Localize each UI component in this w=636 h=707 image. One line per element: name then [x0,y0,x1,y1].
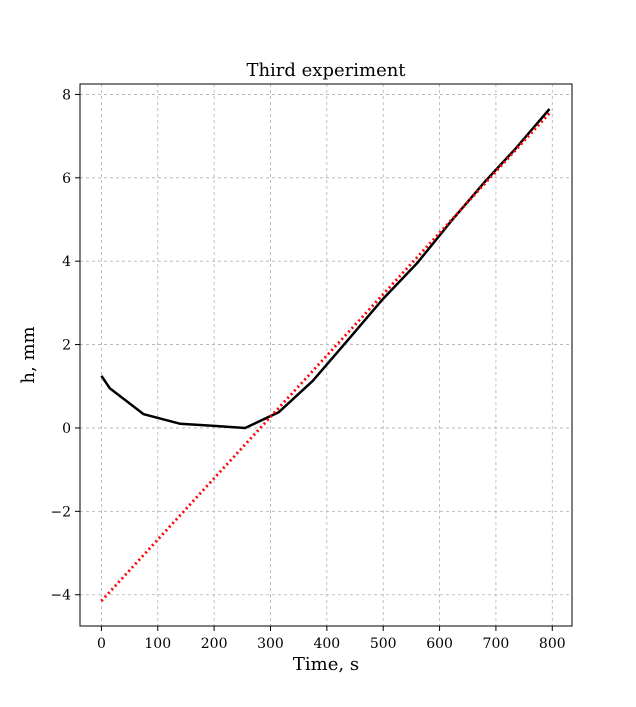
y-tick-label: −2 [50,504,71,520]
fit-line-series [100,112,551,602]
x-tick-label: 100 [144,636,171,652]
y-tick-label: 2 [62,338,71,354]
tick-layer: 0 100 200 300 400 500 600 700 800 −4 −2 0 2 4 6 8 [50,87,565,652]
x-axis-label: Time, s [293,654,359,675]
x-tick-label: 400 [313,636,340,652]
y-axis-label: h, mm [18,326,39,383]
x-tick-label: 700 [483,636,510,652]
y-tick-label: 4 [62,254,71,270]
y-tick-label: 8 [62,87,71,103]
x-tick-label: 800 [539,636,566,652]
plot-frame [79,83,573,627]
x-tick-label: 600 [426,636,453,652]
x-tick-label: 500 [370,636,397,652]
series-layer [100,108,551,602]
x-tick-label: 0 [97,636,106,652]
chart-title: Third experiment [246,60,406,81]
y-tick-label: −4 [50,588,71,604]
x-tick-label: 200 [201,636,228,652]
y-tick-label: 0 [62,421,71,437]
y-tick-label: 6 [62,171,71,187]
x-tick-label: 300 [257,636,284,652]
